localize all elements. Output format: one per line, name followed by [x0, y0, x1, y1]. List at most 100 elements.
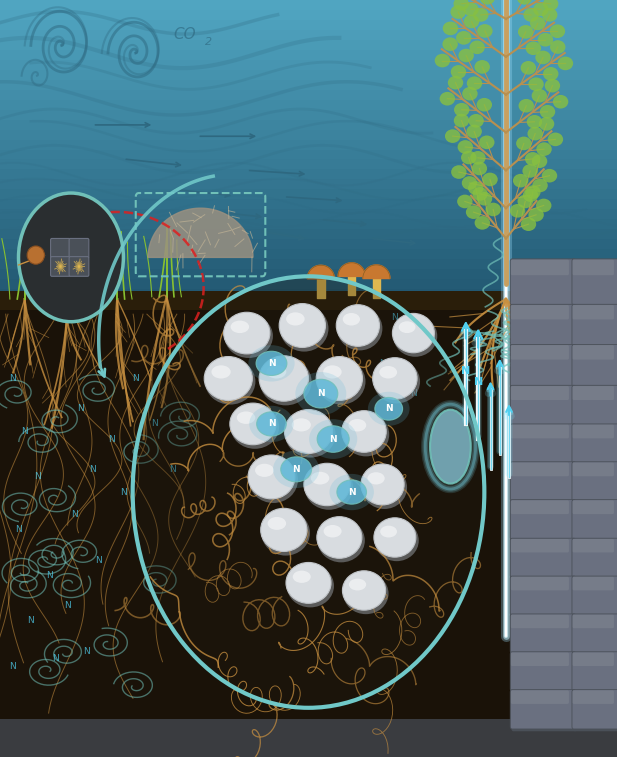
Ellipse shape	[249, 406, 294, 442]
FancyBboxPatch shape	[572, 500, 617, 540]
FancyArrowPatch shape	[475, 333, 481, 436]
FancyBboxPatch shape	[511, 690, 569, 704]
Ellipse shape	[392, 313, 434, 353]
Text: N: N	[120, 488, 126, 497]
Ellipse shape	[525, 185, 540, 199]
Ellipse shape	[304, 463, 350, 506]
Ellipse shape	[317, 357, 363, 400]
Bar	[0, 188, 617, 199]
FancyBboxPatch shape	[511, 345, 569, 360]
FancyBboxPatch shape	[511, 425, 569, 438]
FancyArrowPatch shape	[497, 361, 503, 375]
Ellipse shape	[374, 518, 416, 557]
FancyBboxPatch shape	[573, 261, 617, 307]
Text: N: N	[474, 377, 482, 388]
FancyArrowPatch shape	[488, 386, 493, 466]
Ellipse shape	[558, 57, 573, 70]
Bar	[0, 78, 617, 90]
FancyBboxPatch shape	[511, 463, 569, 476]
Text: N: N	[22, 427, 28, 436]
Text: N: N	[329, 435, 337, 444]
Polygon shape	[363, 265, 390, 279]
FancyArrowPatch shape	[497, 363, 502, 451]
Bar	[0, 208, 617, 220]
Ellipse shape	[542, 169, 557, 182]
Ellipse shape	[292, 571, 311, 583]
FancyBboxPatch shape	[510, 344, 576, 387]
Bar	[0, 0, 617, 10]
FancyBboxPatch shape	[510, 424, 576, 464]
Ellipse shape	[286, 562, 331, 603]
Ellipse shape	[462, 87, 478, 101]
Bar	[0, 218, 617, 229]
Ellipse shape	[225, 314, 273, 358]
Ellipse shape	[231, 321, 249, 333]
Ellipse shape	[318, 519, 365, 562]
Ellipse shape	[451, 65, 466, 79]
FancyBboxPatch shape	[573, 305, 614, 319]
FancyBboxPatch shape	[511, 261, 577, 307]
Ellipse shape	[550, 24, 565, 38]
FancyBboxPatch shape	[511, 305, 569, 319]
Ellipse shape	[349, 578, 366, 590]
Ellipse shape	[248, 345, 295, 382]
Text: N: N	[9, 662, 15, 671]
Bar	[0, 98, 617, 110]
Text: N: N	[292, 465, 300, 474]
Ellipse shape	[268, 517, 286, 530]
FancyArrowPatch shape	[463, 326, 469, 421]
Ellipse shape	[259, 356, 308, 401]
Text: N: N	[34, 472, 40, 481]
FancyBboxPatch shape	[511, 464, 577, 504]
Ellipse shape	[532, 154, 547, 168]
Bar	[0, 148, 617, 160]
FancyArrowPatch shape	[475, 336, 481, 436]
FancyBboxPatch shape	[510, 259, 576, 305]
Bar	[0, 268, 617, 279]
FancyBboxPatch shape	[510, 614, 576, 653]
FancyBboxPatch shape	[572, 462, 617, 502]
Ellipse shape	[479, 136, 494, 149]
Ellipse shape	[482, 173, 498, 186]
Ellipse shape	[399, 321, 415, 333]
FancyBboxPatch shape	[573, 425, 614, 438]
FancyBboxPatch shape	[511, 653, 569, 666]
FancyBboxPatch shape	[573, 388, 617, 428]
Ellipse shape	[230, 403, 276, 445]
Ellipse shape	[280, 306, 328, 351]
Ellipse shape	[362, 466, 407, 509]
Ellipse shape	[361, 464, 404, 505]
Ellipse shape	[516, 136, 531, 150]
Ellipse shape	[279, 304, 326, 347]
Ellipse shape	[474, 216, 490, 229]
FancyBboxPatch shape	[573, 692, 617, 731]
Ellipse shape	[224, 312, 270, 354]
Ellipse shape	[453, 114, 469, 127]
FancyBboxPatch shape	[511, 577, 569, 590]
FancyBboxPatch shape	[511, 539, 569, 553]
Text: N: N	[317, 389, 325, 398]
Ellipse shape	[286, 313, 305, 326]
Circle shape	[19, 193, 123, 322]
Ellipse shape	[456, 31, 471, 45]
FancyBboxPatch shape	[511, 578, 577, 618]
Ellipse shape	[430, 410, 471, 484]
Ellipse shape	[536, 198, 552, 212]
Ellipse shape	[527, 115, 542, 129]
Text: N: N	[52, 654, 59, 663]
Ellipse shape	[255, 464, 274, 477]
Ellipse shape	[237, 412, 255, 424]
FancyArrowPatch shape	[488, 389, 493, 466]
Ellipse shape	[553, 95, 568, 108]
Ellipse shape	[281, 456, 312, 481]
Ellipse shape	[443, 21, 458, 35]
FancyBboxPatch shape	[572, 424, 617, 464]
Ellipse shape	[510, 204, 525, 217]
Bar	[0, 291, 617, 310]
FancyBboxPatch shape	[572, 304, 617, 347]
Ellipse shape	[212, 366, 231, 378]
Ellipse shape	[292, 419, 311, 431]
Ellipse shape	[323, 366, 342, 378]
Bar	[0, 128, 617, 139]
FancyBboxPatch shape	[51, 257, 70, 276]
